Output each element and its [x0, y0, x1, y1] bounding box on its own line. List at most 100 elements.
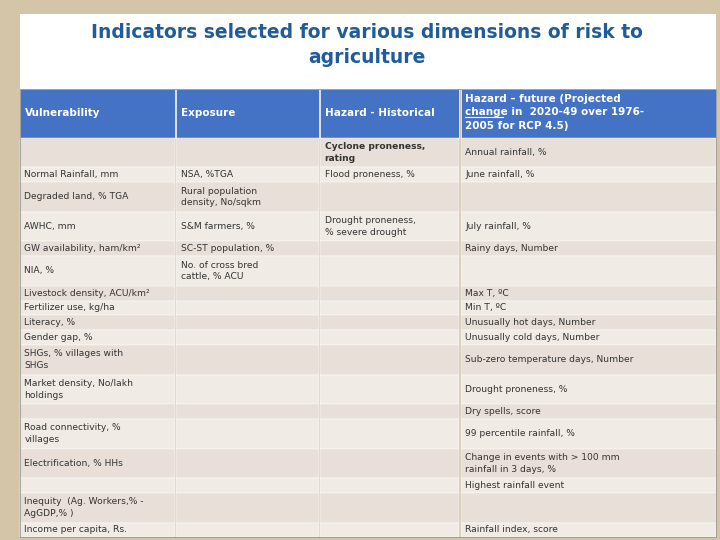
- Text: Indicators selected for various dimensions of risk to: Indicators selected for various dimensio…: [91, 23, 643, 42]
- Text: change in  2020-49 over 1976-: change in 2020-49 over 1976-: [465, 107, 644, 117]
- Text: Literacy, %: Literacy, %: [24, 318, 76, 327]
- Text: 99 percentile rainfall, %: 99 percentile rainfall, %: [465, 429, 575, 438]
- FancyBboxPatch shape: [176, 89, 319, 138]
- FancyBboxPatch shape: [320, 523, 459, 537]
- FancyBboxPatch shape: [320, 449, 459, 478]
- Text: Rural population
density, No/sqkm: Rural population density, No/sqkm: [181, 187, 261, 207]
- Text: SC-ST population, %: SC-ST population, %: [181, 244, 274, 253]
- FancyBboxPatch shape: [461, 241, 716, 256]
- FancyBboxPatch shape: [20, 523, 175, 537]
- FancyBboxPatch shape: [20, 315, 175, 330]
- FancyBboxPatch shape: [320, 241, 459, 256]
- FancyBboxPatch shape: [20, 330, 175, 345]
- FancyBboxPatch shape: [176, 286, 319, 300]
- FancyBboxPatch shape: [176, 404, 319, 419]
- Text: Hazard - Historical: Hazard - Historical: [325, 109, 434, 118]
- FancyBboxPatch shape: [176, 167, 319, 182]
- Text: Unusually cold days, Number: Unusually cold days, Number: [465, 333, 600, 342]
- Text: Rainfall index, score: Rainfall index, score: [465, 525, 558, 535]
- FancyBboxPatch shape: [461, 138, 716, 167]
- FancyBboxPatch shape: [20, 493, 175, 523]
- FancyBboxPatch shape: [20, 89, 175, 138]
- Text: Cyclone proneness,
rating: Cyclone proneness, rating: [325, 142, 425, 163]
- FancyBboxPatch shape: [461, 419, 716, 449]
- FancyBboxPatch shape: [320, 375, 459, 404]
- FancyBboxPatch shape: [176, 330, 319, 345]
- Text: Max T, ºC: Max T, ºC: [465, 288, 509, 298]
- FancyBboxPatch shape: [320, 493, 459, 523]
- FancyBboxPatch shape: [320, 419, 459, 449]
- Text: Degraded land, % TGA: Degraded land, % TGA: [24, 192, 129, 201]
- Text: Vulnerability: Vulnerability: [24, 109, 100, 118]
- Text: June rainfall, %: June rainfall, %: [465, 170, 534, 179]
- FancyBboxPatch shape: [20, 404, 175, 419]
- FancyBboxPatch shape: [176, 523, 319, 537]
- Text: 2005 for RCP 4.5): 2005 for RCP 4.5): [465, 121, 569, 131]
- FancyBboxPatch shape: [20, 212, 175, 241]
- Text: Livestock density, ACU/km²: Livestock density, ACU/km²: [24, 288, 150, 298]
- FancyBboxPatch shape: [20, 449, 175, 478]
- Text: Electrification, % HHs: Electrification, % HHs: [24, 459, 123, 468]
- FancyBboxPatch shape: [461, 375, 716, 404]
- FancyBboxPatch shape: [176, 212, 319, 241]
- Text: Normal Rainfall, mm: Normal Rainfall, mm: [24, 170, 119, 179]
- Text: Drought proneness,
% severe drought: Drought proneness, % severe drought: [325, 217, 415, 237]
- Text: Exposure: Exposure: [181, 109, 235, 118]
- Text: July rainfall, %: July rainfall, %: [465, 222, 531, 231]
- Text: Annual rainfall, %: Annual rainfall, %: [465, 148, 546, 157]
- FancyBboxPatch shape: [20, 256, 175, 286]
- FancyBboxPatch shape: [176, 419, 319, 449]
- FancyBboxPatch shape: [320, 89, 459, 138]
- FancyBboxPatch shape: [461, 345, 716, 375]
- FancyBboxPatch shape: [320, 167, 459, 182]
- Text: Sub-zero temperature days, Number: Sub-zero temperature days, Number: [465, 355, 634, 364]
- FancyBboxPatch shape: [320, 182, 459, 212]
- FancyBboxPatch shape: [461, 286, 716, 300]
- FancyBboxPatch shape: [176, 138, 319, 167]
- Text: NIA, %: NIA, %: [24, 266, 55, 275]
- Text: Highest rainfall event: Highest rainfall event: [465, 481, 564, 490]
- FancyBboxPatch shape: [20, 182, 175, 212]
- FancyBboxPatch shape: [20, 14, 716, 89]
- FancyBboxPatch shape: [176, 449, 319, 478]
- Text: Market density, No/lakh
holdings: Market density, No/lakh holdings: [24, 379, 133, 400]
- FancyBboxPatch shape: [176, 182, 319, 212]
- Text: GW availability, ham/km²: GW availability, ham/km²: [24, 244, 141, 253]
- FancyBboxPatch shape: [20, 478, 175, 493]
- FancyBboxPatch shape: [320, 315, 459, 330]
- FancyBboxPatch shape: [461, 523, 716, 537]
- FancyBboxPatch shape: [20, 286, 175, 300]
- FancyBboxPatch shape: [320, 212, 459, 241]
- FancyBboxPatch shape: [176, 478, 319, 493]
- FancyBboxPatch shape: [20, 241, 175, 256]
- FancyBboxPatch shape: [20, 300, 175, 315]
- FancyBboxPatch shape: [461, 300, 716, 315]
- Text: S&M farmers, %: S&M farmers, %: [181, 222, 255, 231]
- Text: No. of cross bred
cattle, % ACU: No. of cross bred cattle, % ACU: [181, 261, 258, 281]
- FancyBboxPatch shape: [461, 315, 716, 330]
- FancyBboxPatch shape: [20, 375, 175, 404]
- Text: Dry spells, score: Dry spells, score: [465, 407, 541, 416]
- FancyBboxPatch shape: [320, 404, 459, 419]
- FancyBboxPatch shape: [461, 212, 716, 241]
- FancyBboxPatch shape: [461, 182, 716, 212]
- FancyBboxPatch shape: [176, 256, 319, 286]
- FancyBboxPatch shape: [176, 375, 319, 404]
- Text: Change in events with > 100 mm
rainfall in 3 days, %: Change in events with > 100 mm rainfall …: [465, 453, 620, 474]
- FancyBboxPatch shape: [176, 493, 319, 523]
- FancyBboxPatch shape: [320, 138, 459, 167]
- Text: Fertilizer use, kg/ha: Fertilizer use, kg/ha: [24, 303, 115, 313]
- Text: Unusually hot days, Number: Unusually hot days, Number: [465, 318, 595, 327]
- FancyBboxPatch shape: [320, 286, 459, 300]
- Text: Inequity  (Ag. Workers,% -
AgGDP,% ): Inequity (Ag. Workers,% - AgGDP,% ): [24, 497, 144, 518]
- FancyBboxPatch shape: [20, 419, 175, 449]
- Text: Drought proneness, %: Drought proneness, %: [465, 385, 567, 394]
- FancyBboxPatch shape: [176, 345, 319, 375]
- FancyBboxPatch shape: [176, 300, 319, 315]
- Text: Road connectivity, %
villages: Road connectivity, % villages: [24, 423, 121, 444]
- FancyBboxPatch shape: [176, 241, 319, 256]
- FancyBboxPatch shape: [320, 300, 459, 315]
- FancyBboxPatch shape: [461, 404, 716, 419]
- FancyBboxPatch shape: [20, 167, 175, 182]
- Text: Gender gap, %: Gender gap, %: [24, 333, 93, 342]
